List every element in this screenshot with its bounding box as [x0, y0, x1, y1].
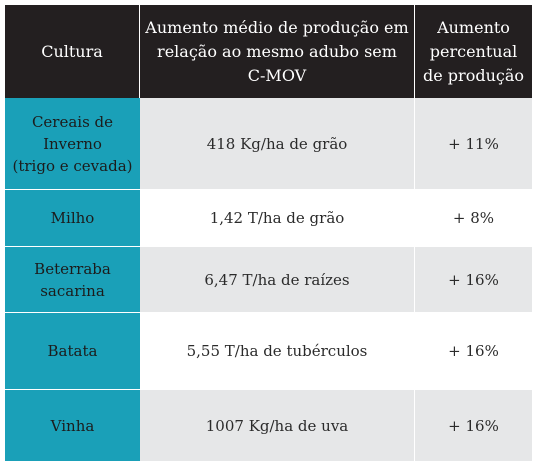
increase-value: 418 Kg/ha de grão	[206, 134, 348, 153]
table-row-increase: 1,42 T/ha de grão	[140, 190, 415, 247]
crop-name: Milho	[50, 209, 95, 227]
crop-name: Cereais de Inverno (trigo e cevada)	[12, 112, 133, 175]
increase-value: 1,42 T/ha de grão	[209, 209, 345, 227]
header-label: Aumento percentual de produção	[423, 17, 524, 85]
increase-value: 6,47 T/ha de raízes	[204, 270, 350, 289]
table-row-crop: Milho	[5, 190, 140, 247]
crop-name: Batata	[47, 342, 98, 360]
header-label: Cultura	[41, 41, 103, 61]
increase-value: 1007 Kg/ha de uva	[205, 416, 349, 435]
percent-value: + 11%	[448, 134, 499, 153]
table-row-percent: + 11%	[415, 98, 532, 190]
header-cultura: Cultura	[5, 5, 140, 98]
percent-value: + 16%	[448, 270, 499, 289]
percent-value: + 16%	[448, 342, 499, 360]
header-label: Aumento médio de produção em relação ao …	[145, 17, 409, 85]
header-average-increase: Aumento médio de produção em relação ao …	[140, 5, 415, 98]
header-percent-increase: Aumento percentual de produção	[415, 5, 532, 98]
percent-value: + 16%	[448, 416, 499, 435]
table-row-percent: + 8%	[415, 190, 532, 247]
table-row-increase: 418 Kg/ha de grão	[140, 98, 415, 190]
percent-value: + 8%	[452, 209, 495, 227]
table-row-crop: Beterraba sacarina	[5, 247, 140, 313]
table-row-percent: + 16%	[415, 313, 532, 390]
crop-name: Vinha	[50, 416, 95, 435]
table-row-percent: + 16%	[415, 247, 532, 313]
table-row-crop: Batata	[5, 313, 140, 390]
increase-value: 5,55 T/ha de tubérculos	[186, 342, 368, 360]
table-row-crop: Cereais de Inverno (trigo e cevada)	[5, 98, 140, 190]
table-row-crop: Vinha	[5, 390, 140, 461]
crop-name: Beterraba sacarina	[34, 259, 111, 300]
table-row-increase: 6,47 T/ha de raízes	[140, 247, 415, 313]
table-row-increase: 1007 Kg/ha de uva	[140, 390, 415, 461]
table-row-increase: 5,55 T/ha de tubérculos	[140, 313, 415, 390]
table-row-percent: + 16%	[415, 390, 532, 461]
production-table: Cultura Aumento médio de produção em rel…	[5, 5, 532, 461]
